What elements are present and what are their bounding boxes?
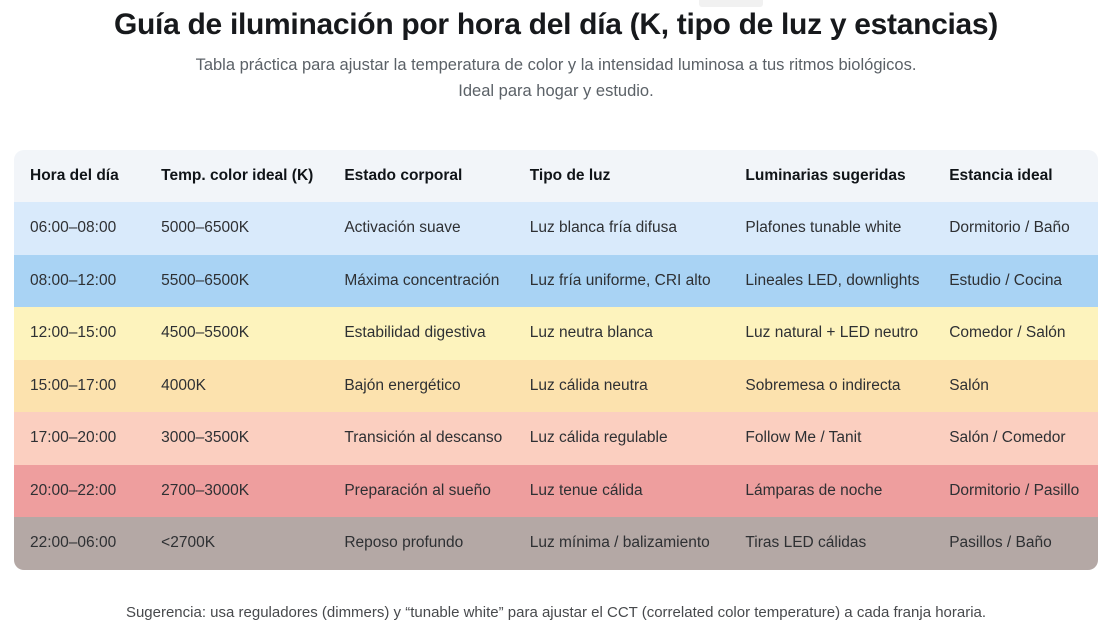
lighting-guide-table: Hora del día Temp. color ideal (K) Estad… [14, 150, 1098, 570]
page-title: Guía de iluminación por hora del día (K,… [114, 8, 998, 41]
column-header-luminarias-sugeridas: Luminarias sugeridas [745, 167, 906, 184]
cell-luminarias: Plafones tunable white [745, 219, 902, 237]
cell-luminarias: Lámparas de noche [745, 481, 883, 499]
column-header-hora-del-dia: Hora del día [30, 167, 119, 184]
page-subtitle: Tabla práctica para ajustar la temperatu… [0, 52, 1112, 104]
cell-tipo-luz: Luz tenue cálida [529, 481, 643, 499]
top-edge-artifact [699, 0, 763, 7]
cell-estancia: Comedor / Salón [949, 324, 1066, 342]
cell-tipo-luz: Luz fría uniforme, CRI alto [529, 271, 711, 289]
cell-estado: Reposo profundo [344, 534, 464, 552]
cell-estado: Transición al descanso [344, 429, 503, 447]
cell-tipo-luz: Luz neutra blanca [529, 324, 653, 342]
cell-temp: 5000–6500K [161, 219, 250, 237]
cell-luminarias: Luz natural + LED neutro [745, 324, 919, 342]
column-header-estado-corporal: Estado corporal [344, 167, 463, 184]
table-row: 20:00–22:00 2700–3000K Preparación al su… [14, 464, 1098, 517]
cell-tipo-luz: Luz mínima / balizamiento [529, 534, 710, 552]
cell-hora: 12:00–15:00 [30, 324, 117, 342]
cell-temp: 4000K [161, 376, 206, 394]
subtitle-line-1: Tabla práctica para ajustar la temperatu… [195, 56, 917, 74]
cell-hora: 08:00–12:00 [30, 271, 117, 289]
column-header-estancia-ideal: Estancia ideal [949, 167, 1053, 184]
subtitle-line-2: Ideal para hogar y estudio. [458, 82, 654, 100]
cell-tipo-luz: Luz blanca fría difusa [529, 219, 678, 237]
cell-estancia: Salón [949, 376, 989, 394]
cell-estado: Estabilidad digestiva [344, 324, 486, 342]
table-row: 15:00–17:00 4000K Bajón energético Luz c… [14, 359, 1098, 412]
cell-estado: Bajón energético [344, 376, 461, 394]
table-header-row: Hora del día Temp. color ideal (K) Estad… [14, 150, 1098, 202]
cell-hora: 15:00–17:00 [30, 376, 117, 394]
cell-luminarias: Follow Me / Tanit [745, 429, 862, 447]
table-row: 12:00–15:00 4500–5500K Estabilidad diges… [14, 307, 1098, 360]
cell-estado: Preparación al sueño [344, 481, 491, 499]
cell-temp: 5500–6500K [161, 271, 250, 289]
cell-luminarias: Lineales LED, downlights [745, 271, 920, 289]
cell-estancia: Estudio / Cocina [949, 271, 1063, 289]
cell-estancia: Pasillos / Baño [949, 534, 1052, 552]
table-row: 06:00–08:00 5000–6500K Activación suave … [14, 202, 1098, 255]
cell-luminarias: Sobremesa o indirecta [745, 376, 901, 394]
cell-hora: 20:00–22:00 [30, 481, 117, 499]
cell-estancia: Salón / Comedor [949, 429, 1066, 447]
table-row: 17:00–20:00 3000–3500K Transición al des… [14, 412, 1098, 465]
footnote: Sugerencia: usa reguladores (dimmers) y … [125, 604, 987, 621]
column-header-temp-color-ideal: Temp. color ideal (K) [161, 167, 314, 184]
cell-tipo-luz: Luz cálida regulable [529, 429, 668, 447]
cell-temp: <2700K [161, 534, 216, 552]
cell-temp: 4500–5500K [161, 324, 250, 342]
cell-temp: 3000–3500K [161, 429, 250, 447]
cell-hora: 17:00–20:00 [30, 429, 117, 447]
cell-estancia: Dormitorio / Pasillo [949, 481, 1080, 499]
cell-estado: Activación suave [344, 219, 461, 237]
cell-hora: 06:00–08:00 [30, 219, 117, 237]
table-row: 22:00–06:00 <2700K Reposo profundo Luz m… [14, 517, 1098, 570]
table-row: 08:00–12:00 5500–6500K Máxima concentrac… [14, 254, 1098, 307]
cell-hora: 22:00–06:00 [30, 534, 117, 552]
column-header-tipo-de-luz: Tipo de luz [529, 167, 611, 184]
cell-estado: Máxima concentración [344, 271, 500, 289]
cell-estancia: Dormitorio / Baño [949, 219, 1070, 237]
cell-temp: 2700–3000K [161, 481, 250, 499]
cell-luminarias: Tiras LED cálidas [745, 534, 867, 552]
cell-tipo-luz: Luz cálida neutra [529, 376, 648, 394]
